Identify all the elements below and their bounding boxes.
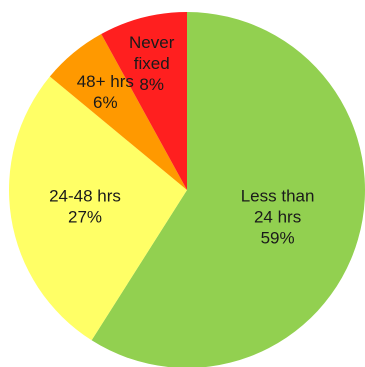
pie-slice-label-1: 24-48 hrs 27% [49, 187, 121, 227]
pie-slice-label-0: Less than 24 hrs 59% [241, 186, 315, 247]
pie-slice-label-line: Less than [241, 186, 315, 205]
pie-labels: Less than 24 hrs 59% 24-48 hrs 27% 48+ hrs 6% N… [49, 33, 314, 247]
pie-slice-label-line: 8% [139, 75, 164, 94]
pie-slice-3 [101, 12, 187, 190]
pie-slice-label-line: Never [129, 33, 175, 52]
pie-slice-label-line: 24-48 hrs [49, 187, 121, 206]
pie-slices [9, 12, 365, 367]
pie-slice-2 [49, 34, 187, 190]
pie-slice-label-line: 6% [93, 93, 118, 112]
pie-slice-0 [91, 12, 365, 367]
pie-slice-label-line: 27% [68, 208, 102, 227]
pie-slice-label-3: Never fixed 8% [129, 33, 175, 94]
pie-slice-label-line: fixed [134, 54, 170, 73]
pie-slice-1 [9, 76, 187, 341]
pie-slice-label-line: 59% [261, 228, 295, 247]
pie-slice-label-line: 48+ hrs [77, 72, 134, 91]
pie-slice-label-2: 48+ hrs 6% [77, 72, 134, 112]
pie-slice-label-line: 24 hrs [254, 207, 301, 226]
